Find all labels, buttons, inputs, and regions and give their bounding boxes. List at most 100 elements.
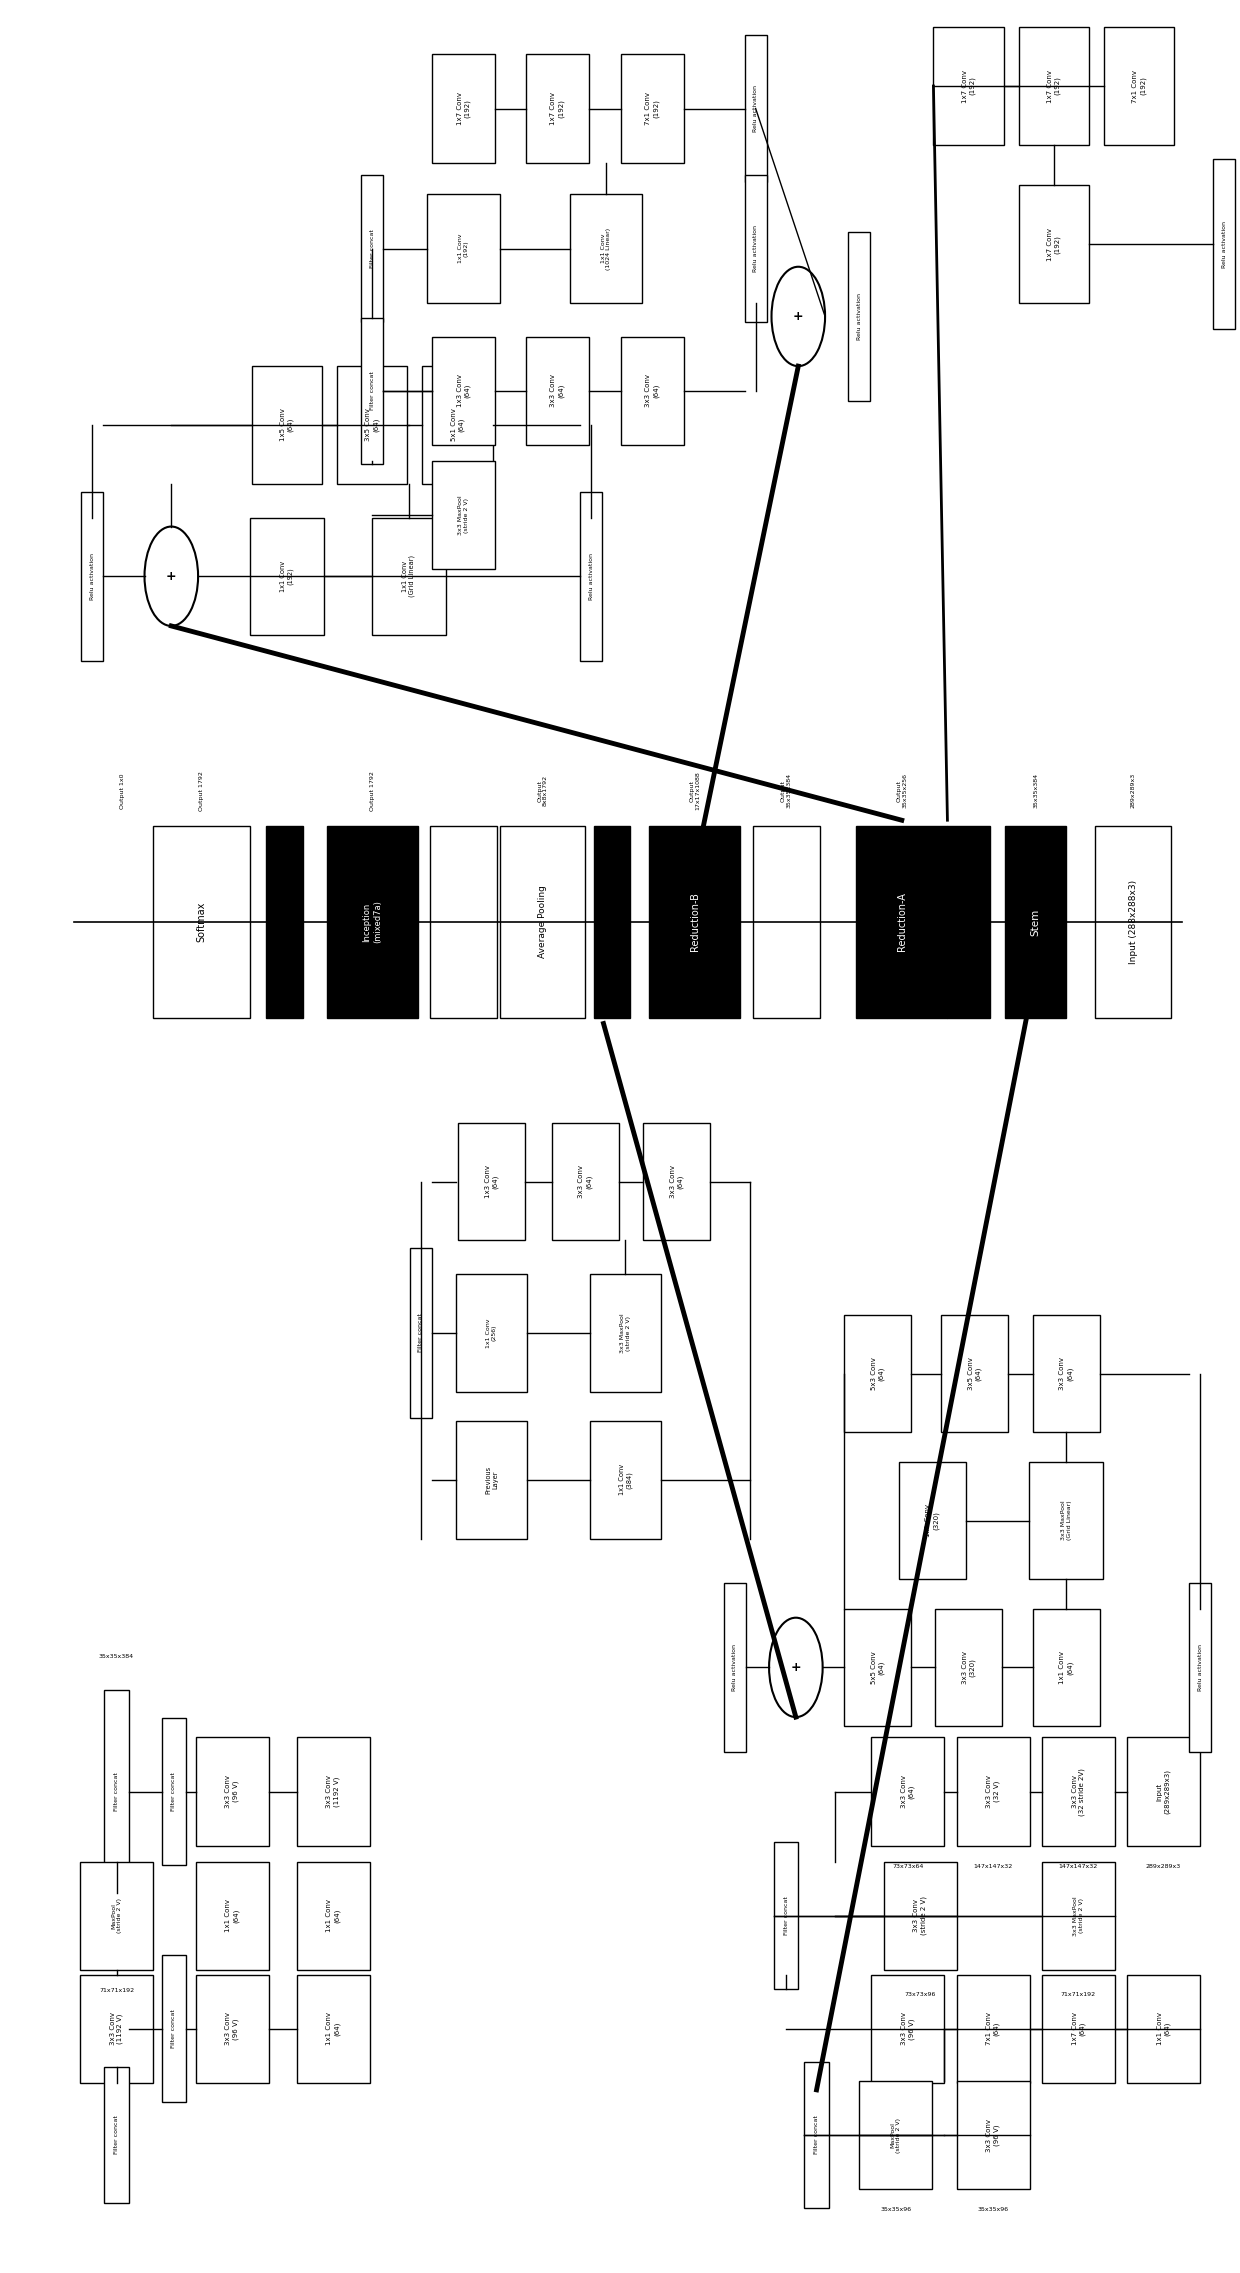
Text: Filter concat: Filter concat — [813, 2116, 820, 2155]
FancyBboxPatch shape — [774, 1843, 799, 1989]
FancyBboxPatch shape — [1042, 1737, 1115, 1846]
Text: Filter concat: Filter concat — [370, 230, 374, 268]
FancyBboxPatch shape — [161, 1955, 186, 2103]
Text: Input (288x288x3): Input (288x288x3) — [1128, 880, 1137, 964]
Text: 1x7 Conv
(192): 1x7 Conv (192) — [962, 70, 976, 102]
FancyBboxPatch shape — [1006, 825, 1066, 1018]
Text: Relu activation: Relu activation — [733, 1643, 738, 1691]
Text: Reduction-B: Reduction-B — [689, 893, 699, 952]
FancyBboxPatch shape — [848, 232, 870, 400]
Text: 3x5 Conv
(64): 3x5 Conv (64) — [968, 1357, 982, 1391]
FancyBboxPatch shape — [1095, 825, 1171, 1018]
FancyBboxPatch shape — [580, 491, 603, 661]
FancyBboxPatch shape — [1042, 1862, 1115, 1971]
FancyBboxPatch shape — [590, 1421, 661, 1539]
FancyBboxPatch shape — [250, 518, 324, 634]
Text: 1x1 Conv
(192): 1x1 Conv (192) — [458, 234, 469, 264]
Text: Relu activation: Relu activation — [589, 552, 594, 600]
Text: 3x3 Conv
(1192 V): 3x3 Conv (1192 V) — [326, 1775, 340, 1807]
Text: 3x3 Conv
(96 V): 3x3 Conv (96 V) — [986, 2118, 999, 2153]
Text: Filter concat: Filter concat — [784, 1896, 789, 1934]
FancyBboxPatch shape — [410, 1248, 432, 1418]
Text: +: + — [794, 309, 804, 323]
FancyBboxPatch shape — [620, 55, 683, 164]
Text: MaxPool
(stride 2 V): MaxPool (stride 2 V) — [890, 2118, 901, 2153]
FancyBboxPatch shape — [1104, 27, 1174, 145]
Text: 5x5 Conv
(64): 5x5 Conv (64) — [870, 1650, 884, 1684]
FancyBboxPatch shape — [81, 491, 103, 661]
Text: 1x7 Conv
(192): 1x7 Conv (192) — [1048, 70, 1060, 102]
Text: 1x1 Conv
(1024 Linear): 1x1 Conv (1024 Linear) — [600, 227, 611, 270]
Text: 7x1 Conv
(64): 7x1 Conv (64) — [986, 2012, 999, 2046]
Text: Relu activation: Relu activation — [1198, 1643, 1203, 1691]
Text: Filter concat: Filter concat — [370, 370, 374, 411]
Text: 1x7 Conv
(64): 1x7 Conv (64) — [1071, 2012, 1085, 2046]
Text: 1x1 Conv
(384): 1x1 Conv (384) — [619, 1464, 632, 1496]
Text: 1x1 Conv
(320): 1x1 Conv (320) — [925, 1505, 939, 1537]
Text: 3x3 Conv
(320): 3x3 Conv (320) — [962, 1650, 976, 1684]
Text: 3x5 Conv
(64): 3x5 Conv (64) — [366, 409, 379, 441]
Text: +: + — [166, 571, 176, 582]
Text: Output
8x8x1792: Output 8x8x1792 — [537, 775, 548, 807]
FancyBboxPatch shape — [745, 34, 766, 182]
FancyBboxPatch shape — [430, 825, 497, 1018]
Text: Input
(289x289x3): Input (289x289x3) — [1157, 1768, 1171, 1814]
Text: 289x289x3: 289x289x3 — [1146, 1864, 1182, 1868]
Text: Output 1792: Output 1792 — [370, 771, 374, 811]
Text: Output
35x35x256: Output 35x35x256 — [897, 773, 908, 809]
Text: 35x35x384: 35x35x384 — [99, 1652, 134, 1659]
Text: 3x3 Conv
(32 V): 3x3 Conv (32 V) — [986, 1775, 999, 1807]
Text: Filter concat: Filter concat — [171, 1773, 176, 1812]
FancyBboxPatch shape — [884, 1862, 956, 1971]
Text: Filter concat: Filter concat — [171, 2009, 176, 2048]
Text: Output
17x17x1088: Output 17x17x1088 — [689, 771, 701, 809]
FancyBboxPatch shape — [500, 825, 585, 1018]
Text: Average Pooling: Average Pooling — [538, 886, 547, 959]
Text: Filter concat: Filter concat — [418, 1314, 423, 1352]
FancyBboxPatch shape — [935, 1609, 1002, 1725]
FancyBboxPatch shape — [644, 1123, 711, 1241]
Text: 3x3 MaxPool
(stride 2 V): 3x3 MaxPool (stride 2 V) — [620, 1314, 631, 1352]
FancyBboxPatch shape — [956, 2080, 1029, 2189]
Text: 1x5 Conv
(64): 1x5 Conv (64) — [280, 409, 294, 441]
FancyBboxPatch shape — [337, 366, 408, 484]
FancyBboxPatch shape — [422, 366, 492, 484]
Text: Filter concat: Filter concat — [114, 2116, 119, 2155]
Text: 3x3 Conv
(96 V): 3x3 Conv (96 V) — [901, 2012, 915, 2046]
Text: 3x3 Conv
(1192 V): 3x3 Conv (1192 V) — [110, 2012, 123, 2046]
Text: 35x35x96: 35x35x96 — [977, 2207, 1008, 2212]
FancyBboxPatch shape — [361, 318, 383, 464]
FancyBboxPatch shape — [432, 55, 495, 164]
Circle shape — [769, 1618, 822, 1716]
Text: 73x73x64: 73x73x64 — [892, 1864, 924, 1868]
Circle shape — [145, 527, 198, 625]
Text: Reduction-A: Reduction-A — [897, 893, 906, 952]
FancyBboxPatch shape — [1033, 1316, 1100, 1432]
FancyBboxPatch shape — [569, 195, 642, 302]
Circle shape — [771, 266, 825, 366]
FancyBboxPatch shape — [753, 825, 820, 1018]
Text: +: + — [791, 1662, 801, 1673]
FancyBboxPatch shape — [296, 1975, 370, 2082]
Text: Output
35x35x384: Output 35x35x384 — [781, 773, 791, 809]
FancyBboxPatch shape — [104, 1691, 129, 1893]
FancyBboxPatch shape — [526, 55, 589, 164]
Text: 147x147x32: 147x147x32 — [973, 1864, 1013, 1868]
FancyBboxPatch shape — [372, 518, 445, 634]
FancyBboxPatch shape — [456, 1421, 527, 1539]
FancyBboxPatch shape — [594, 825, 630, 1018]
FancyBboxPatch shape — [590, 1275, 661, 1391]
Text: 3x3 Conv
(stride 2 V): 3x3 Conv (stride 2 V) — [914, 1896, 926, 1934]
Text: 35x35x384: 35x35x384 — [1033, 773, 1038, 809]
Text: 1x1 Conv
(64): 1x1 Conv (64) — [1059, 1650, 1073, 1684]
Text: Stem: Stem — [1030, 909, 1040, 936]
FancyBboxPatch shape — [947, 825, 990, 1018]
FancyBboxPatch shape — [153, 825, 250, 1018]
FancyBboxPatch shape — [650, 825, 740, 1018]
FancyBboxPatch shape — [526, 336, 589, 446]
Text: 71x71x192: 71x71x192 — [99, 1989, 134, 1993]
Text: Previous
Layer: Previous Layer — [485, 1466, 498, 1493]
FancyBboxPatch shape — [456, 1275, 527, 1391]
Text: Relu activation: Relu activation — [89, 552, 94, 600]
FancyBboxPatch shape — [745, 175, 766, 323]
